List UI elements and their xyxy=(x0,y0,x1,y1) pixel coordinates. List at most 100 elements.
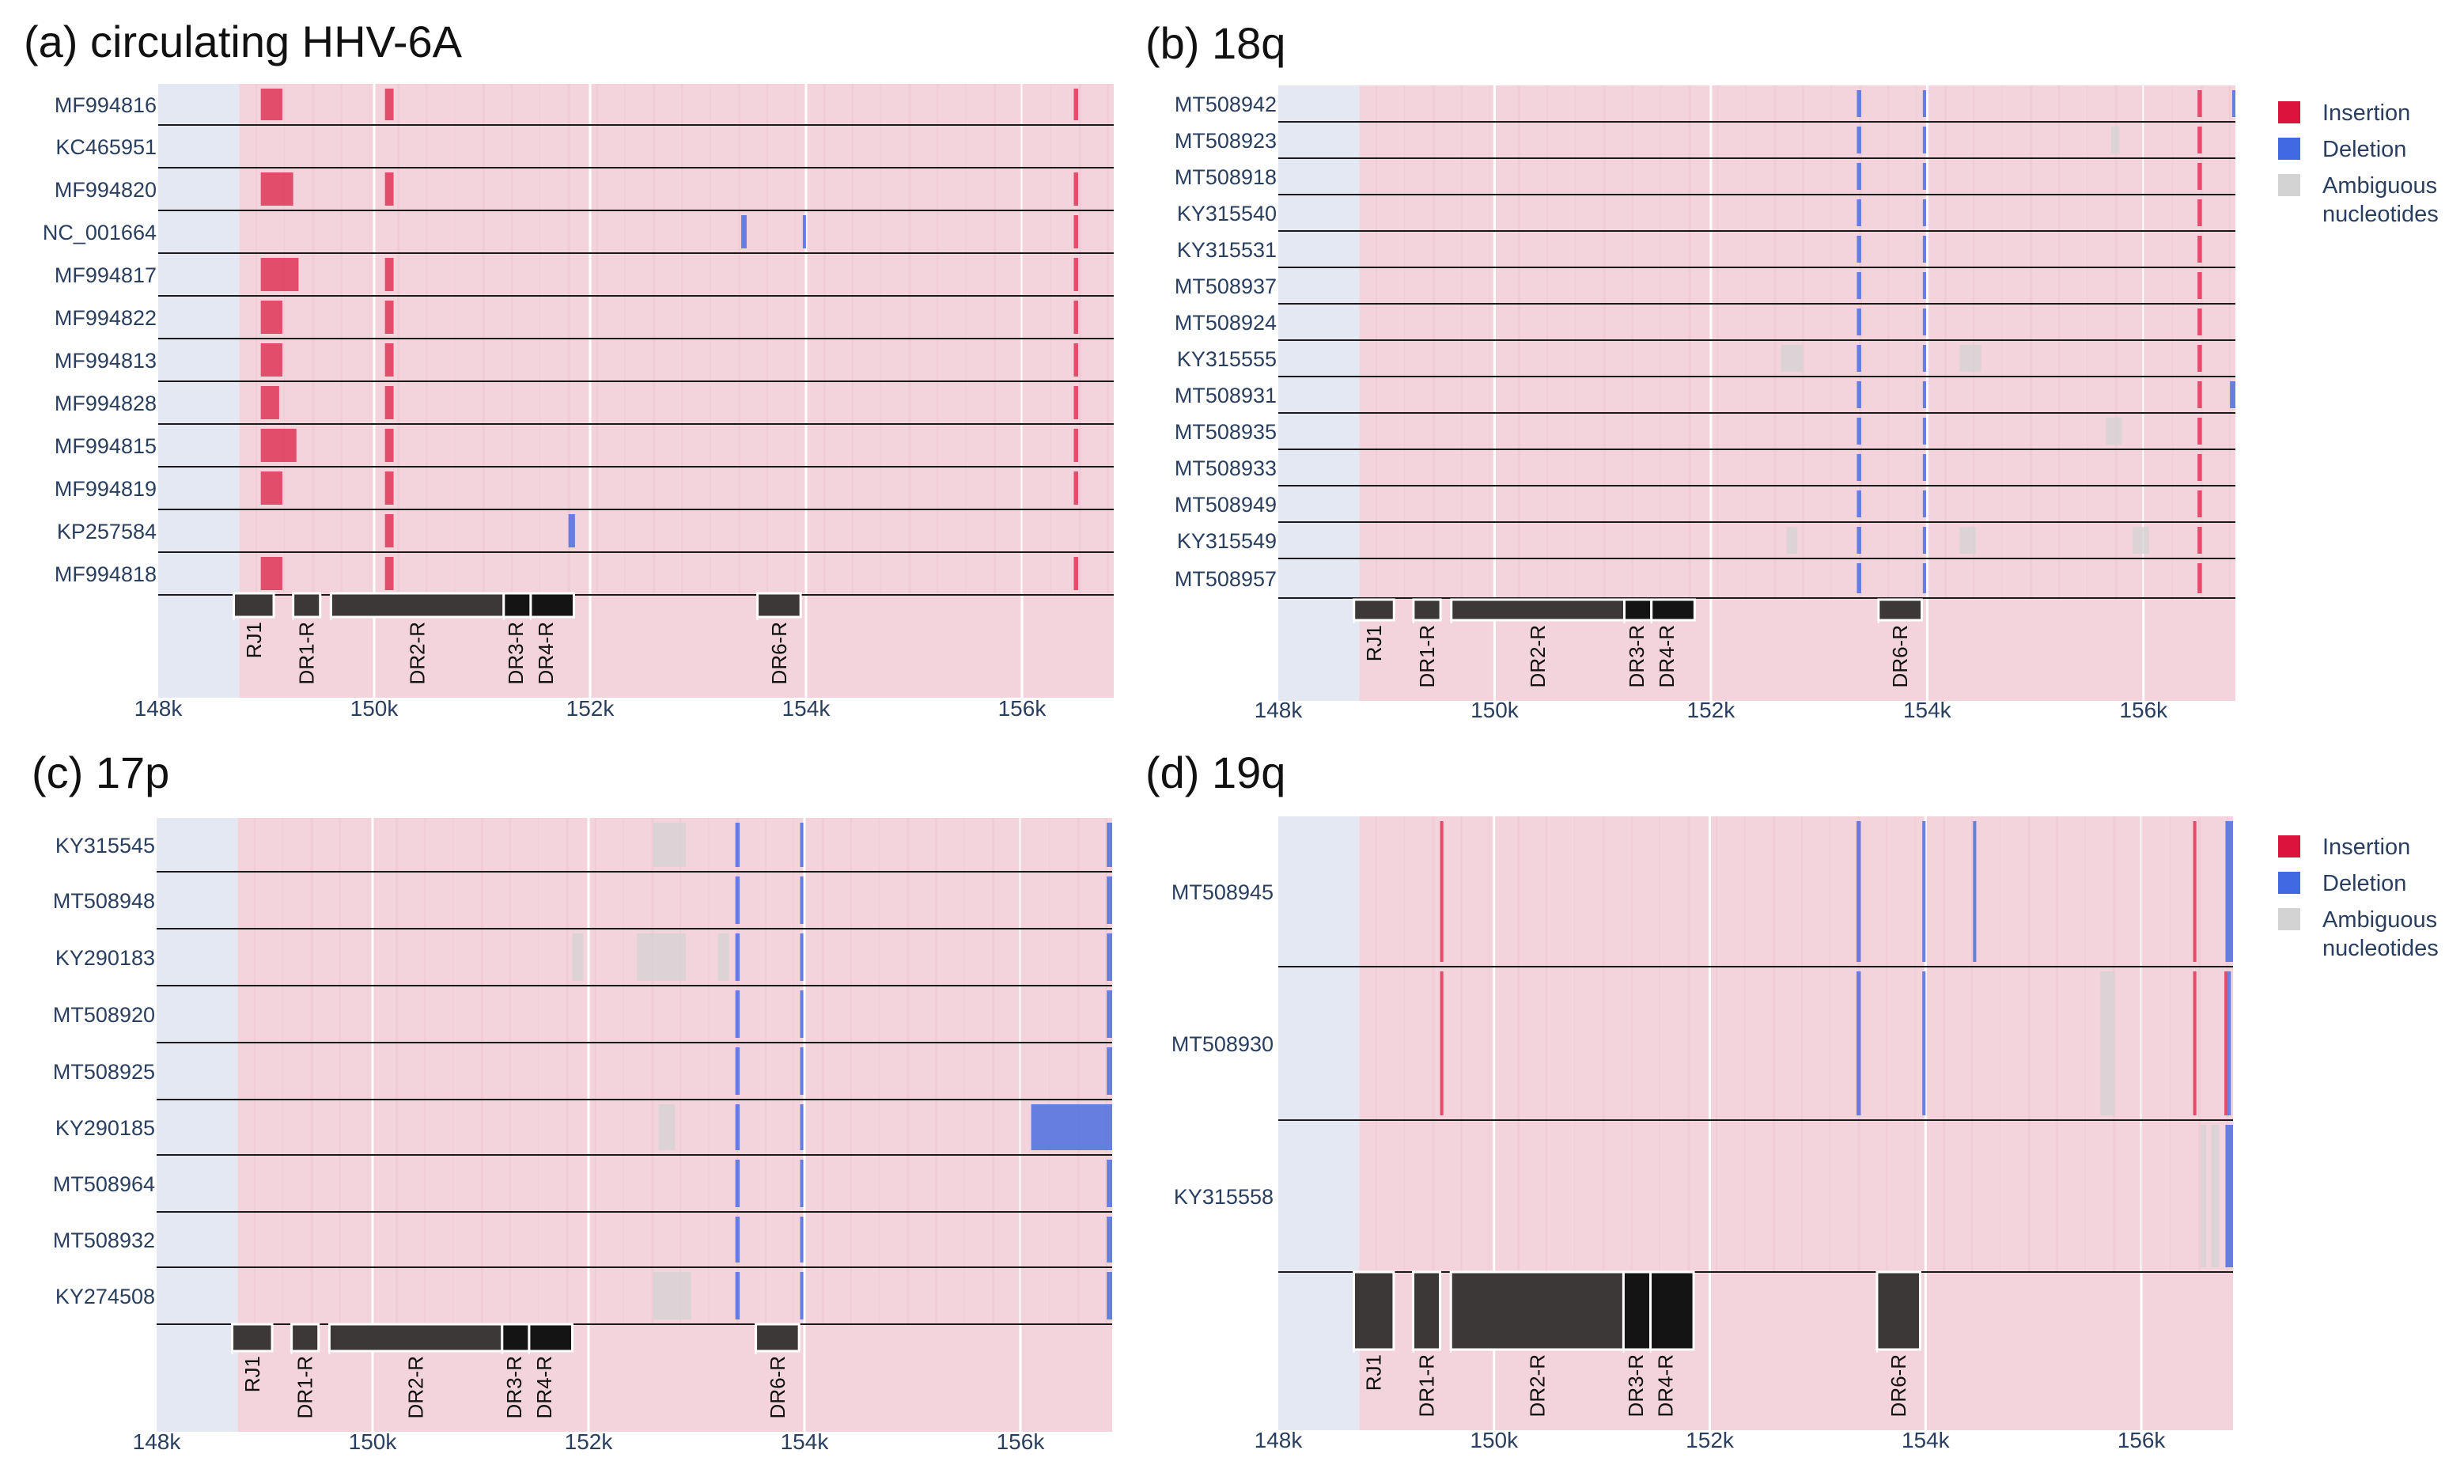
texture-line xyxy=(367,818,369,1324)
amb-mark xyxy=(1959,345,1981,372)
texture-line xyxy=(2084,816,2086,1272)
texture-line xyxy=(1688,85,1691,600)
legend-label: Insertion xyxy=(2322,835,2410,860)
ins-mark xyxy=(1073,343,1078,377)
del-mark xyxy=(1922,272,1926,299)
del-mark xyxy=(1922,345,1926,372)
del-mark xyxy=(1857,490,1861,517)
ins-mark xyxy=(2197,345,2202,372)
sample-label: MF994815 xyxy=(55,434,157,458)
sample-label: KY315549 xyxy=(1177,529,1277,553)
ins-mark xyxy=(260,89,282,120)
ins-mark xyxy=(260,172,293,206)
sample-label: MT508920 xyxy=(53,1003,155,1027)
x-tick-label: 150k xyxy=(350,696,399,721)
x-tick-label: 154k xyxy=(782,696,831,721)
region-label: DR4-R xyxy=(1655,625,1679,687)
sample-label: MF994817 xyxy=(55,263,157,287)
region-label: DR3-R xyxy=(504,622,528,684)
legend-swatch xyxy=(2278,101,2300,123)
ins-mark xyxy=(2197,490,2202,517)
region-label: DR6-R xyxy=(767,622,791,684)
del-mark xyxy=(735,1217,740,1263)
region-label: DR1-R xyxy=(1415,625,1439,687)
sample-label: MF994816 xyxy=(55,93,157,117)
texture-line xyxy=(2197,816,2201,1272)
region-block xyxy=(1650,598,1696,622)
ins-mark xyxy=(2197,418,2202,445)
x-tick-label: 156k xyxy=(997,1429,1046,1454)
texture-line xyxy=(509,818,511,1324)
alignment-texture xyxy=(1375,816,2228,1272)
texture-line xyxy=(2171,85,2173,600)
x-tick-label: 156k xyxy=(998,696,1047,721)
region-label: DR4-R xyxy=(1654,1354,1678,1417)
ins-mark xyxy=(2193,971,2197,1115)
region-block xyxy=(501,1323,531,1353)
texture-line xyxy=(935,818,937,1324)
ins-mark xyxy=(2197,163,2202,190)
legend-swatch xyxy=(2278,908,2300,930)
del-mark xyxy=(1857,971,1861,1115)
texture-line xyxy=(1716,85,1719,600)
ins-mark xyxy=(384,557,394,590)
del-mark xyxy=(1857,236,1861,263)
del-mark xyxy=(1857,527,1861,554)
del-mark xyxy=(802,215,806,248)
region-label: DR3-R xyxy=(1625,625,1648,687)
texture-line xyxy=(1943,816,1946,1272)
amb-mark xyxy=(2110,127,2120,153)
region-block xyxy=(1877,598,1924,622)
region-block xyxy=(290,1323,320,1353)
region-label: RJ1 xyxy=(240,1356,264,1392)
sample-label: MT508933 xyxy=(1175,456,1277,480)
ins-mark xyxy=(2197,90,2202,117)
sample-label: NC_001664 xyxy=(43,221,157,244)
ins-mark xyxy=(1073,429,1078,462)
texture-line xyxy=(1716,816,1718,1272)
ins-mark xyxy=(2197,563,2202,593)
region-label: DR1-R xyxy=(1415,1354,1439,1417)
texture-line xyxy=(1631,85,1633,600)
texture-line xyxy=(2001,85,2003,600)
ins-mark xyxy=(1073,172,1078,206)
del-mark xyxy=(735,823,740,867)
legend-label: Ambiguous xyxy=(2322,173,2437,199)
texture-line xyxy=(1376,85,1378,600)
texture-line xyxy=(963,818,965,1324)
texture-line xyxy=(2027,816,2031,1272)
sample-label: MF994822 xyxy=(55,306,157,330)
texture-line xyxy=(1630,816,1633,1272)
del-mark xyxy=(1107,823,1112,867)
texture-line xyxy=(594,818,596,1324)
texture-line xyxy=(623,818,624,1324)
x-tick-label: 150k xyxy=(1470,1428,1519,1452)
region-label: DR6-R xyxy=(1888,625,1912,687)
del-mark xyxy=(1922,236,1926,263)
ins-mark xyxy=(2197,272,2202,299)
ins-mark xyxy=(384,301,394,334)
del-mark xyxy=(735,933,740,981)
region-block xyxy=(233,592,275,619)
texture-line xyxy=(282,818,283,1324)
del-mark xyxy=(2231,90,2235,117)
ins-mark xyxy=(384,471,394,505)
texture-line xyxy=(1830,85,1832,600)
ins-mark xyxy=(260,386,279,419)
amb-mark xyxy=(653,1272,691,1319)
texture-line xyxy=(1546,85,1548,600)
sample-label: MT508932 xyxy=(53,1228,155,1252)
region-label: RJ1 xyxy=(242,622,266,658)
x-tick-label: 152k xyxy=(566,696,615,721)
texture-line xyxy=(2030,85,2033,600)
region-label: DR2-R xyxy=(404,1356,428,1418)
texture-line xyxy=(1545,816,1547,1272)
del-mark xyxy=(1922,971,1926,1115)
region-block xyxy=(529,592,576,619)
region-label: DR6-R xyxy=(1887,1354,1910,1417)
texture-line xyxy=(651,818,654,1324)
del-mark xyxy=(800,1104,804,1150)
x-tick-label: 148k xyxy=(1255,698,1304,722)
del-mark xyxy=(1857,563,1861,593)
texture-line xyxy=(310,818,313,1324)
